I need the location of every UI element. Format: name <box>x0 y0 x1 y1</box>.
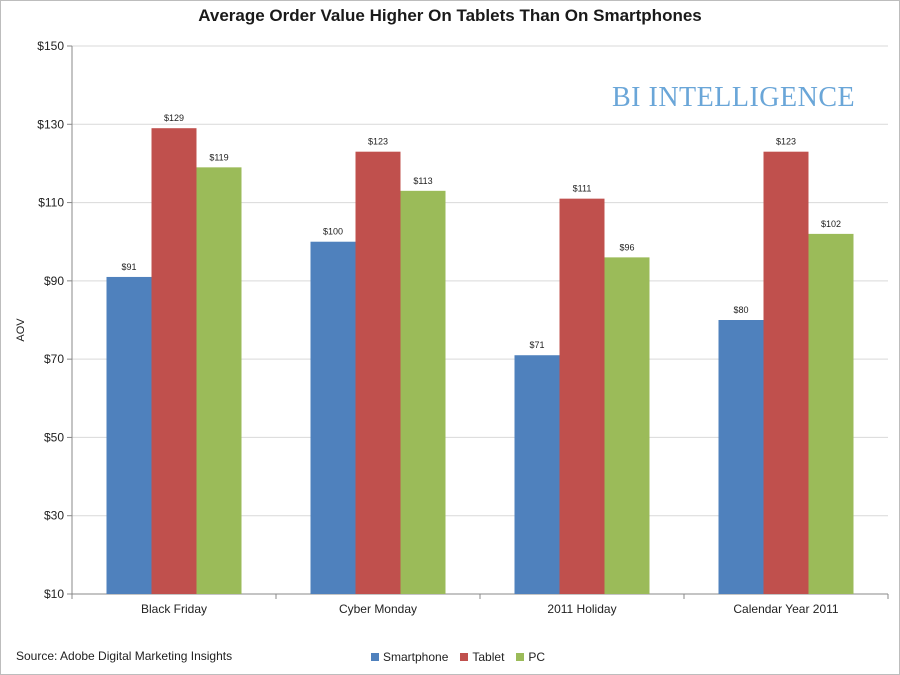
y-tick-label: $70 <box>44 352 64 366</box>
legend-item-pc: PC <box>516 650 545 664</box>
y-tick-label: $50 <box>44 430 64 444</box>
legend: Smartphone Tablet PC <box>371 650 545 664</box>
data-label: $123 <box>368 137 388 147</box>
bar-tablet <box>559 198 605 594</box>
x-tick-label: 2011 Holiday <box>547 602 616 616</box>
legend-label-tablet: Tablet <box>472 650 505 664</box>
x-tick-label: Calendar Year 2011 <box>733 602 839 616</box>
y-tick-label: $30 <box>44 509 64 523</box>
bar-smartphone <box>106 276 152 594</box>
data-label: $123 <box>776 137 796 147</box>
data-label: $129 <box>164 113 184 123</box>
bar-smartphone <box>514 355 560 594</box>
data-label: $102 <box>821 219 841 229</box>
legend-label-smartphone: Smartphone <box>383 650 449 664</box>
bar-pc <box>400 190 446 595</box>
data-label: $119 <box>209 152 228 162</box>
y-tick-label: $150 <box>37 39 64 53</box>
legend-label-pc: PC <box>528 650 546 664</box>
bar-smartphone <box>718 320 764 594</box>
source-note: Source: Adobe Digital Marketing Insights <box>16 649 233 663</box>
legend-swatch-pc <box>516 653 525 661</box>
chart-title: Average Order Value Higher On Tablets Th… <box>198 6 702 25</box>
data-label: $113 <box>413 176 432 186</box>
legend-item-smartphone: Smartphone <box>371 650 448 664</box>
y-tick-label: $110 <box>38 196 64 210</box>
bi-intelligence-watermark: BI INTELLIGENCE <box>612 82 856 113</box>
bar-tablet <box>355 151 401 594</box>
legend-item-tablet: Tablet <box>460 650 504 664</box>
y-tick-label: $10 <box>44 587 64 601</box>
data-label: $96 <box>619 242 634 252</box>
x-tick-label: Black Friday <box>141 602 207 616</box>
y-tick-label: $90 <box>44 274 64 288</box>
bar-tablet <box>151 128 197 594</box>
data-label: $91 <box>121 262 136 272</box>
data-label: $71 <box>529 340 544 350</box>
legend-swatch-tablet <box>460 653 469 661</box>
y-tick-label: $130 <box>37 117 64 131</box>
bar-tablet <box>763 151 809 594</box>
data-label: $80 <box>733 305 748 315</box>
legend-swatch-smartphone <box>371 653 379 661</box>
bar-pc <box>196 167 242 595</box>
x-tick-label: Cyber Monday <box>339 602 417 616</box>
y-axis-title: AOV <box>15 318 27 342</box>
bar-smartphone <box>310 241 356 594</box>
data-label: $100 <box>323 227 343 237</box>
bar-pc <box>604 257 650 594</box>
data-label: $111 <box>573 184 592 194</box>
bar-pc <box>808 233 854 594</box>
